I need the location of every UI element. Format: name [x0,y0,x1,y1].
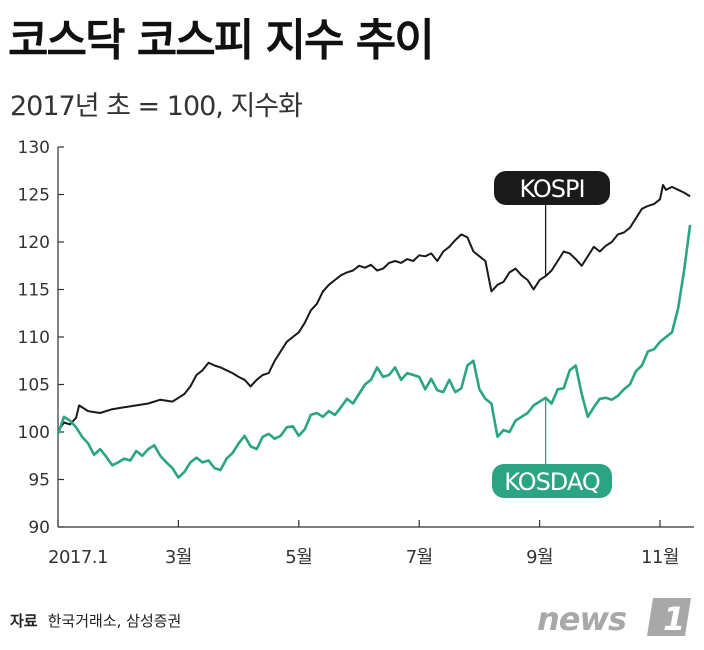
series-label-box-kosdaq [492,464,612,498]
source-label: 자료 [10,612,38,630]
chart-axes: 90 95 100 105 110 115 120 125 130 2017.1 3월 5월 7월 9월 1… [18,138,694,568]
series-label-box-kospi [494,171,610,205]
x-tick-label: 11월 [641,547,679,568]
logo-mark-icon [647,598,691,636]
news1-logo: news 1 [537,598,691,638]
y-tick-label: 90 [28,518,50,538]
series-layer [56,184,692,479]
y-tick-label: 110 [18,328,50,348]
y-tick-label: 120 [18,233,50,253]
chart-subtitle: 2017년 초 = 100, 지수화 [10,91,303,122]
x-tick-label: 3월 [165,547,192,568]
logo-mark-digit: 1 [663,600,685,638]
series-line-kospi [57,184,691,432]
y-tick-label: 105 [18,376,50,396]
source-text: 한국거래소, 삼성증권 [47,612,182,630]
annotation-layer: KOSPI KOSDAQ [492,171,612,498]
y-tick-label: 125 [18,186,50,206]
x-tick-label: 5월 [285,547,312,568]
logo-wordmark: news [537,600,626,638]
x-tick-label: 2017.1 [48,547,108,568]
series-label-kosdaq: KOSDAQ [504,468,600,496]
y-tick-label: 95 [28,471,50,491]
x-tick-label: 9월 [526,547,553,568]
series-line-kosdaq [56,224,692,479]
y-tick-label: 115 [18,281,50,301]
y-tick-label: 100 [18,423,50,443]
source-note: 자료 한국거래소, 삼성증권 [10,610,181,631]
series-label-kospi: KOSPI [519,175,584,203]
y-tick-label: 130 [18,138,50,158]
x-tick-label: 7월 [406,547,433,568]
chart-title: 코스닥 코스피 지수 추이 [8,15,435,66]
